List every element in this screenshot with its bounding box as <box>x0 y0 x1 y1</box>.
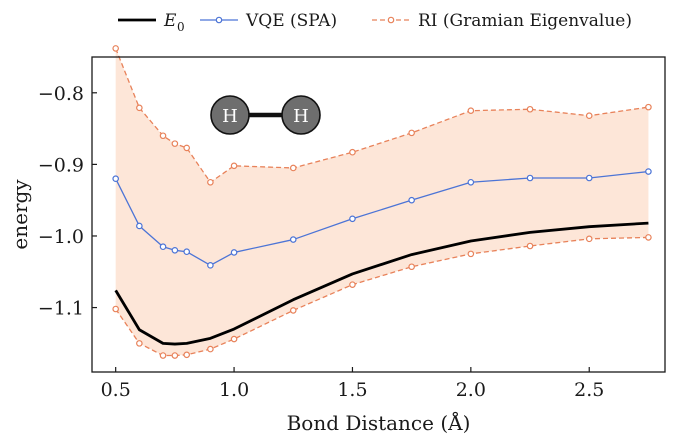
hydrogen-atom <box>281 95 321 135</box>
legend-label-subscript: 0 <box>177 20 185 34</box>
data-point-RI_lower-6 <box>230 335 238 343</box>
legend-label-VQE: VQE (SPA) <box>245 11 337 31</box>
atom-label: H <box>222 106 238 127</box>
series-E0 <box>114 221 649 346</box>
data-point-VQE-3 <box>171 246 179 254</box>
legend: E 0 VQE (SPA) RI (Gramian Eigenvalue) <box>118 11 632 34</box>
x-tick-label: 0.5 <box>101 379 131 401</box>
data-point-RI_upper-9 <box>408 129 415 137</box>
series-RI_upper <box>112 45 652 186</box>
x-axis-label: Bond Distance (Å) <box>287 410 471 435</box>
y-axis-label: energy <box>8 179 32 250</box>
data-point-VQE-12 <box>585 174 593 182</box>
y-tick-label: −1.0 <box>38 226 84 248</box>
data-point-RI_lower-12 <box>585 235 593 243</box>
data-point-RI_upper-4 <box>183 144 191 152</box>
data-point-RI_upper-0 <box>112 45 119 52</box>
data-point-VQE-6 <box>230 249 238 256</box>
x-tick-label: 2.5 <box>574 379 604 401</box>
data-point-RI_lower-3 <box>171 352 179 359</box>
data-point-RI_upper-10 <box>467 107 475 114</box>
data-point-VQE-2 <box>159 243 167 251</box>
data-point-VQE-11 <box>526 174 534 182</box>
x-tick-label: 1.0 <box>219 379 249 401</box>
series-line-RI_lower <box>115 236 649 357</box>
hydrogen-atom <box>210 95 250 135</box>
legend-label-E0: E <box>163 11 177 31</box>
ri-band-fill <box>115 48 649 356</box>
data-point-RI_lower-9 <box>408 263 415 271</box>
x-tick-label: 1.5 <box>337 379 367 401</box>
x-tick-label: 2.0 <box>456 379 486 401</box>
plot-frame <box>91 56 666 373</box>
y-tick-label: −0.8 <box>38 83 84 105</box>
data-point-RI_lower-11 <box>526 242 534 250</box>
data-point-RI_lower-8 <box>349 281 356 288</box>
data-point-VQE-0 <box>112 175 119 183</box>
data-point-RI_upper-2 <box>159 132 167 140</box>
series-VQE <box>112 168 652 269</box>
data-point-RI_lower-10 <box>467 250 475 258</box>
data-point-RI_lower-13 <box>645 234 652 241</box>
data-point-RI_lower-7 <box>289 307 297 314</box>
atom-label: H <box>293 106 309 127</box>
data-point-RI_upper-7 <box>289 164 297 172</box>
data-point-VQE-1 <box>136 222 143 230</box>
ri-shaded-band <box>115 48 649 356</box>
data-point-VQE-10 <box>467 178 475 186</box>
legend-marker-RI <box>387 16 395 24</box>
legend-entry-RI: RI (Gramian Eigenvalue) <box>372 11 632 31</box>
data-point-RI_lower-2 <box>159 352 167 359</box>
data-point-VQE-13 <box>645 168 652 175</box>
series-layer <box>112 45 652 359</box>
data-point-RI_upper-12 <box>585 112 593 120</box>
data-point-RI_lower-4 <box>183 351 191 359</box>
data-point-RI_upper-5 <box>207 178 214 186</box>
data-point-RI_upper-13 <box>645 103 652 111</box>
data-point-RI_upper-11 <box>526 105 534 113</box>
data-point-RI_upper-3 <box>171 140 179 147</box>
series-line-E0 <box>114 221 649 346</box>
data-point-VQE-9 <box>408 196 415 204</box>
y-tick-label: −1.1 <box>38 298 84 320</box>
axis-ticks: 0.5 1.0 1.5 2.0 2.5 −0.8 −0.9 −1.0 −1.1 <box>38 83 604 401</box>
data-point-VQE-5 <box>207 262 214 269</box>
series-line-RI_upper <box>115 48 649 183</box>
series-RI_lower <box>112 234 652 359</box>
data-point-RI_lower-5 <box>207 345 214 353</box>
data-point-RI_upper-1 <box>136 104 143 112</box>
data-point-VQE-4 <box>183 248 191 256</box>
data-point-RI_lower-0 <box>112 305 119 313</box>
legend-entry-VQE: VQE (SPA) <box>200 11 337 31</box>
data-point-VQE-7 <box>289 236 297 243</box>
data-point-RI_upper-8 <box>349 148 356 156</box>
data-point-VQE-8 <box>349 215 356 223</box>
data-point-RI_lower-1 <box>136 340 143 347</box>
legend-label-RI: RI (Gramian Eigenvalue) <box>418 11 632 31</box>
data-point-RI_upper-6 <box>230 162 238 170</box>
y-tick-label: −0.9 <box>38 154 84 176</box>
legend-marker-VQE <box>215 16 223 24</box>
